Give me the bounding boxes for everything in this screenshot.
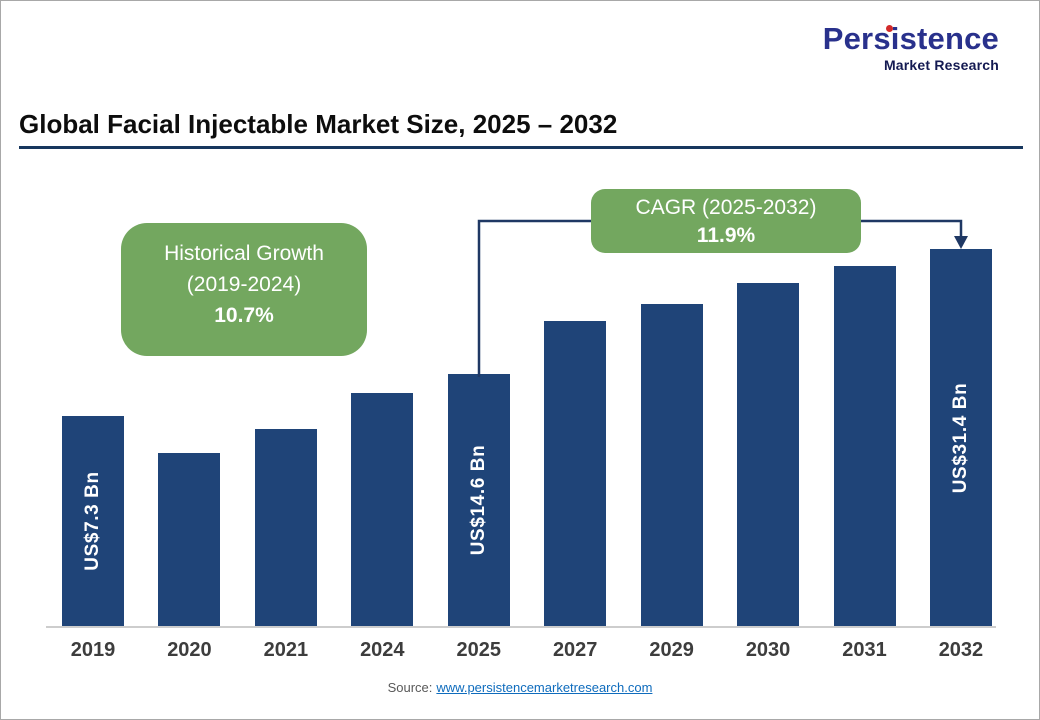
- year-label-2020: 2020: [167, 639, 212, 661]
- bar-value-label-2032: US$31.4 Bn: [949, 382, 971, 493]
- bar-2031: [833, 266, 896, 626]
- bar-column-2030: 2030: [737, 283, 800, 664]
- year-label-2027: 2027: [552, 639, 598, 661]
- bar-2024: [351, 393, 414, 626]
- bar-column-2024: 2024: [351, 393, 414, 664]
- year-label-2032: 2032: [938, 639, 984, 661]
- bar-2032: US$31.4 Bn: [929, 249, 992, 626]
- year-label-2025: 2025: [456, 639, 502, 661]
- historical-growth-line1: Historical Growth: [164, 242, 324, 265]
- bar-2030: [737, 283, 800, 626]
- bar-column-2031: 2031: [833, 266, 896, 664]
- bar-2029: [640, 304, 703, 626]
- brand-name-text: Persistence: [822, 21, 999, 56]
- year-label-2029: 2029: [649, 639, 694, 661]
- title-underline: [19, 146, 1023, 149]
- historical-growth-callout: Historical Growth (2019-2024) 10.7%: [121, 223, 367, 356]
- source-link[interactable]: www.persistencemarketresearch.com: [436, 680, 653, 695]
- historical-growth-value: 10.7%: [214, 304, 274, 327]
- bar-column-2029: 2029: [640, 304, 703, 664]
- cagr-label: CAGR (2025-2032): [635, 196, 817, 219]
- year-label-2019: 2019: [70, 639, 116, 661]
- bar-2027: [544, 321, 607, 626]
- brand-logo: Persistence Market Research: [823, 23, 999, 73]
- bar-2020: [158, 453, 221, 626]
- page-title: Global Facial Injectable Market Size, 20…: [19, 109, 618, 139]
- brand-name: Persistence: [823, 23, 999, 54]
- brand-subtitle: Market Research: [883, 57, 999, 73]
- year-label-2031: 2031: [842, 639, 887, 661]
- bar-column-2021: 2021: [254, 429, 317, 664]
- cagr-value: 11.9%: [696, 224, 756, 247]
- bar-2021: [254, 429, 317, 626]
- bar-2025: US$14.6 Bn: [447, 374, 510, 626]
- bar-column-2020: 2020: [158, 453, 221, 664]
- source-line: Source: www.persistencemarketresearch.com: [1, 680, 1039, 695]
- bar-column-2027: 2027: [544, 321, 607, 664]
- bar-column-2032: US$31.4 Bn 2032: [929, 249, 992, 664]
- bar-value-label-2019: US$7.3 Bn: [82, 471, 103, 571]
- bar-column-2019: US$7.3 Bn 2019: [62, 416, 124, 664]
- bars-row: US$7.3 Bn 2019 2020 2021 2024 US$14.6 Bn 2025 2…: [62, 181, 992, 664]
- year-label-2030: 2030: [745, 639, 791, 661]
- x-axis-line: [46, 626, 996, 628]
- source-label: Source:: [387, 680, 433, 695]
- year-label-2024: 2024: [360, 639, 405, 661]
- bar-column-2025: US$14.6 Bn 2025: [447, 374, 510, 664]
- brand-red-dot-icon: [885, 25, 893, 32]
- cagr-callout: CAGR (2025-2032) 11.9%: [591, 189, 861, 253]
- year-label-2021: 2021: [263, 639, 309, 661]
- bar-value-label-2025: US$14.6 Bn: [467, 444, 489, 556]
- historical-growth-line2: (2019-2024): [186, 273, 302, 296]
- bar-2019: US$7.3 Bn: [62, 416, 124, 626]
